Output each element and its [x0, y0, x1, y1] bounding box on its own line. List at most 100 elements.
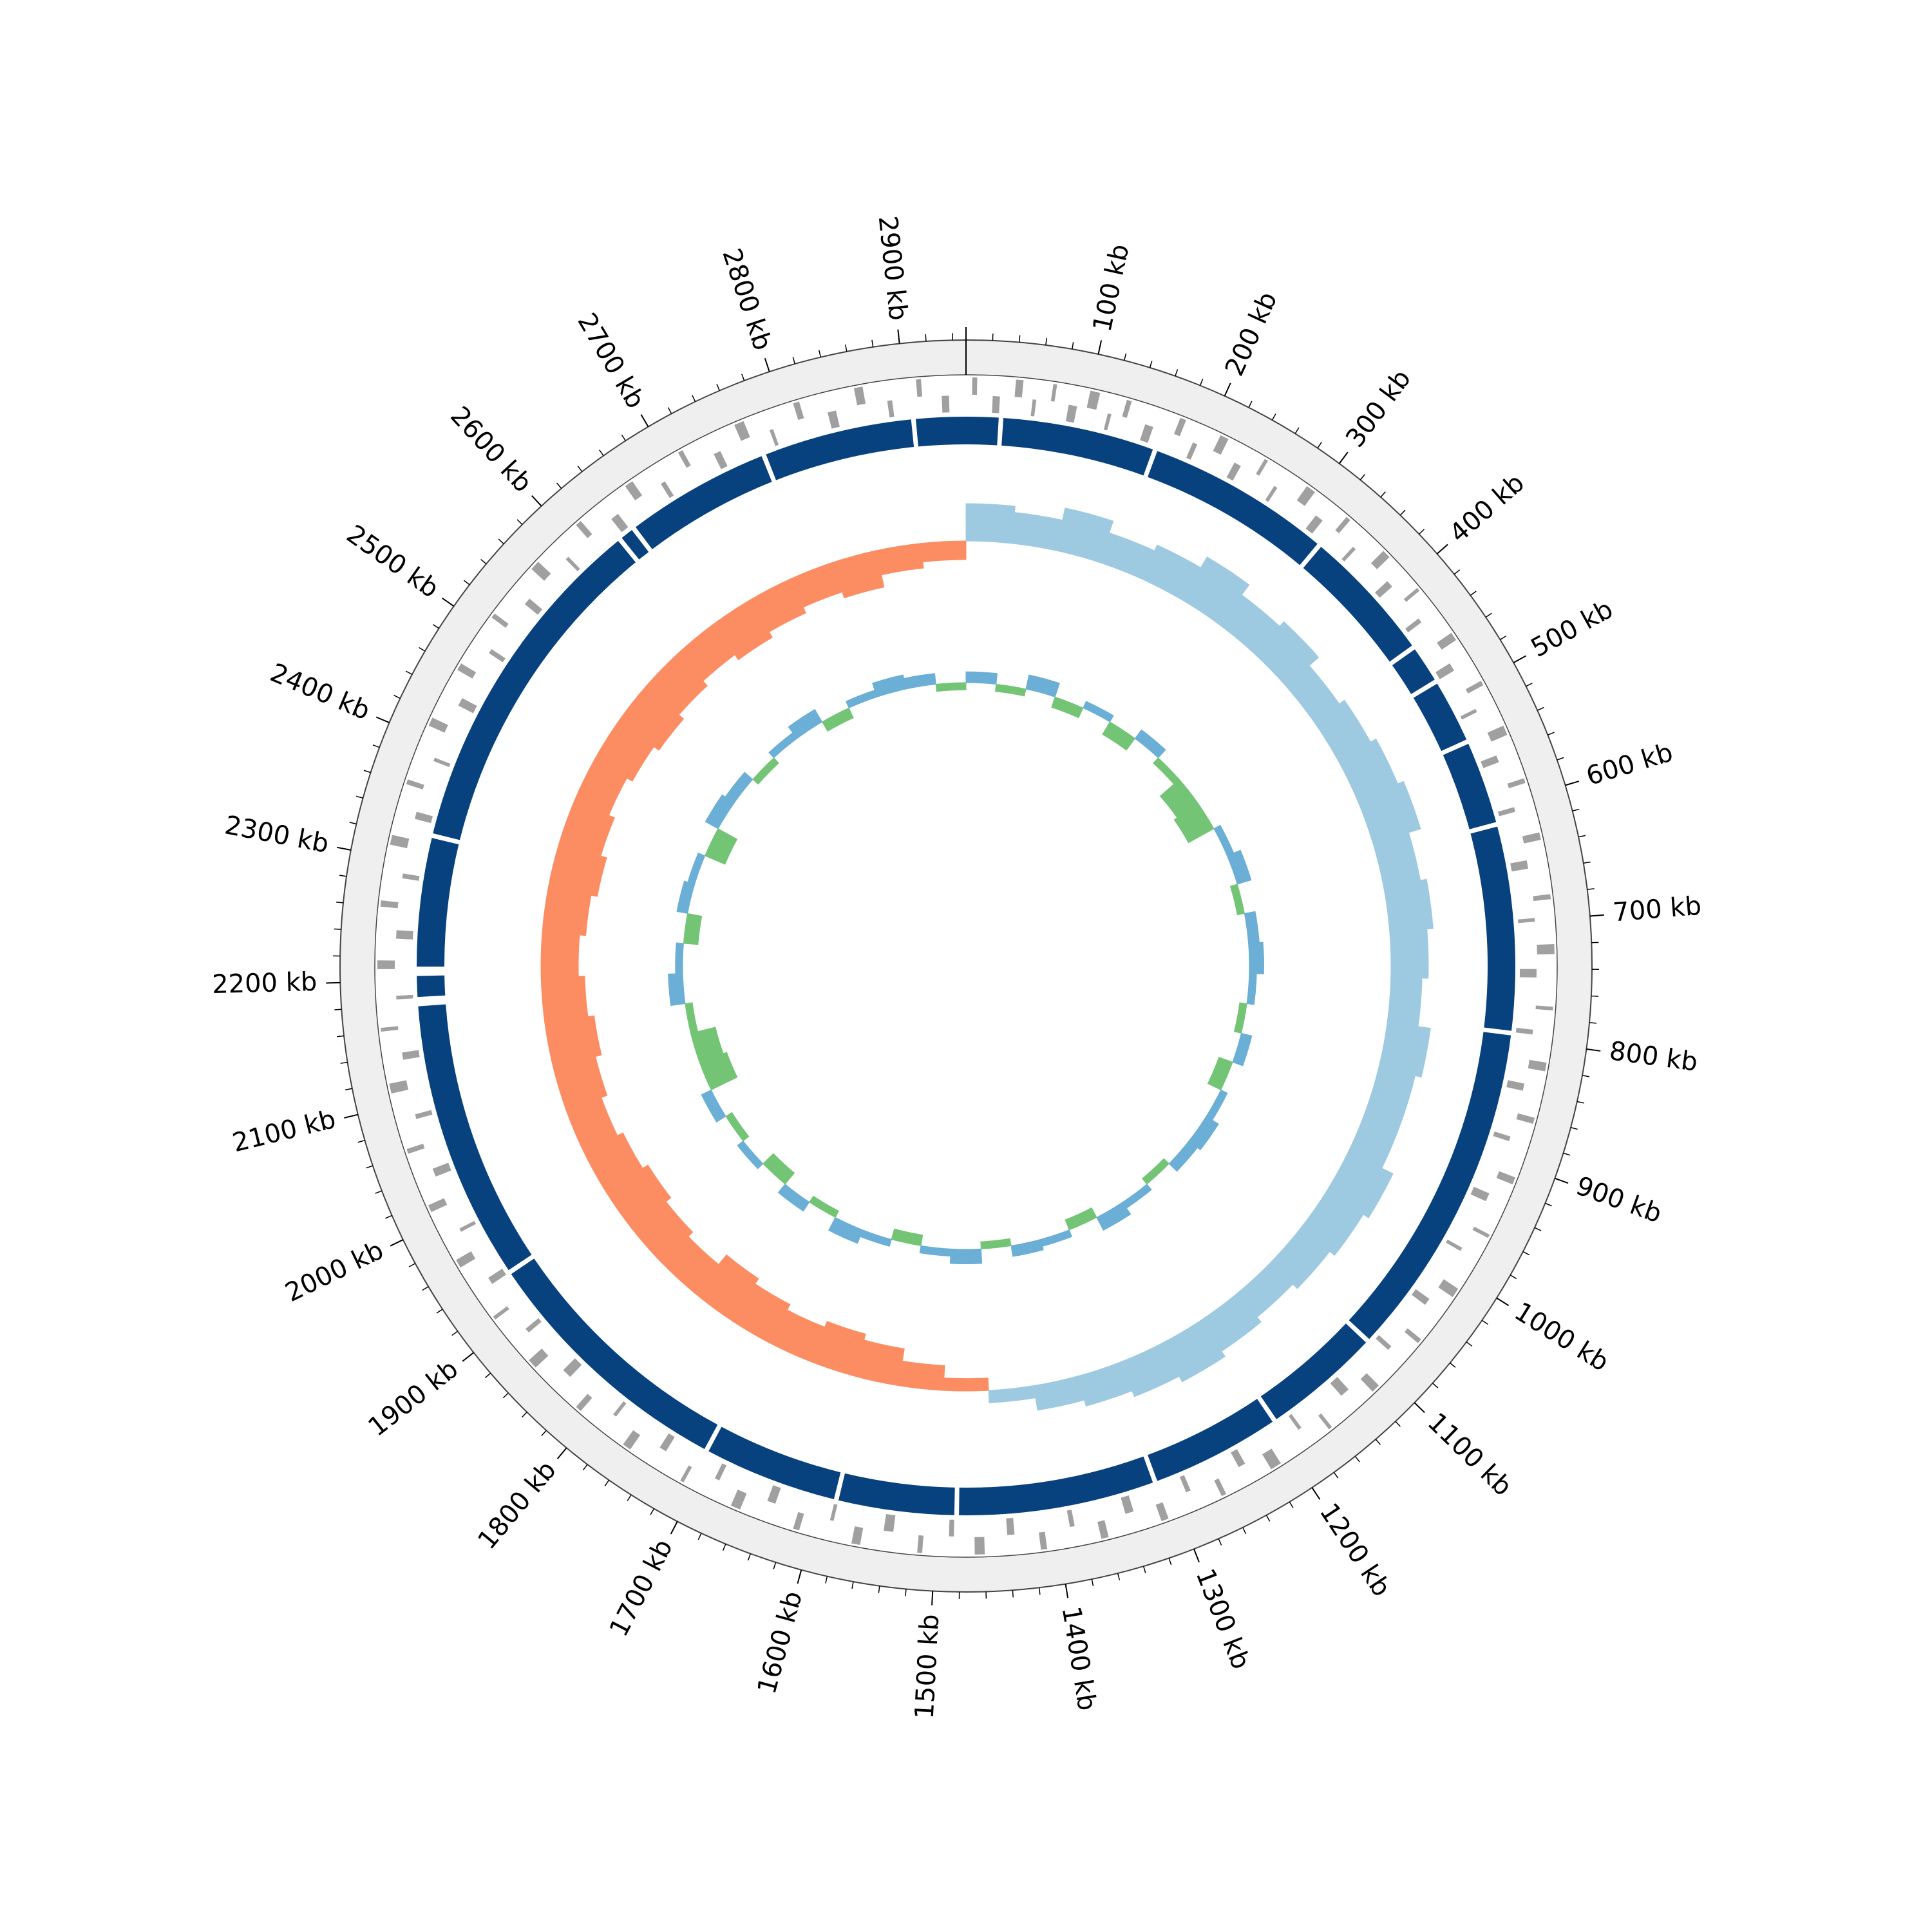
- gc-content-bin: [995, 683, 1027, 697]
- minor-tick: [1577, 1101, 1584, 1104]
- gc-skew-bin: [542, 887, 592, 936]
- major-tick: [556, 1447, 567, 1459]
- gc-skew-bin: [811, 1321, 866, 1377]
- gene: [529, 1348, 549, 1368]
- minor-tick: [1570, 1127, 1578, 1130]
- segment: [1260, 1323, 1367, 1419]
- minor-tick: [1450, 1362, 1456, 1368]
- gc-content-bin: [1010, 1238, 1044, 1257]
- minor-tick: [1072, 342, 1074, 350]
- minor-tick: [871, 339, 874, 347]
- major-tick: [1065, 1584, 1069, 1598]
- minor-tick: [463, 580, 470, 585]
- gc-skew-bin: [898, 1360, 945, 1391]
- segment: [635, 456, 772, 549]
- gc-skew-bin: [583, 1132, 643, 1192]
- gc-content-bin: [1207, 1056, 1233, 1091]
- minor-tick: [363, 770, 371, 773]
- major-tick: [375, 716, 390, 723]
- gene: [565, 556, 580, 572]
- gc-content-bin: [699, 1052, 738, 1091]
- minor-tick: [436, 1309, 443, 1314]
- major-tick: [1565, 781, 1579, 786]
- gene: [1481, 755, 1499, 768]
- minor-tick: [1359, 474, 1365, 480]
- minor-tick: [1578, 835, 1586, 838]
- major-tick: [1555, 1177, 1569, 1184]
- minor-tick: [577, 466, 583, 472]
- gc-skew-bin: [1387, 977, 1423, 1027]
- gene: [1533, 894, 1551, 902]
- segment: [766, 419, 914, 480]
- gene: [1140, 424, 1153, 443]
- tick-label: 2700 kb: [571, 308, 650, 413]
- gc-content-bin: [725, 1112, 750, 1142]
- minor-tick: [1124, 353, 1127, 361]
- gene: [456, 1251, 476, 1268]
- segment: [417, 838, 459, 967]
- minor-tick: [1481, 1320, 1488, 1325]
- gc-content-bin: [949, 1248, 983, 1264]
- gc-skew-bin: [558, 800, 615, 857]
- gc-skew-bin: [544, 1015, 602, 1068]
- gene: [1360, 1373, 1379, 1392]
- minor-tick: [422, 1286, 429, 1291]
- minor-tick: [541, 1430, 547, 1436]
- gene: [1296, 486, 1315, 506]
- minor-tick: [621, 434, 626, 441]
- minor-tick: [844, 344, 848, 352]
- minor-tick: [1175, 369, 1179, 377]
- segment: [1413, 683, 1467, 752]
- gene: [1155, 1502, 1169, 1522]
- gene: [406, 779, 424, 790]
- major-tick: [640, 414, 649, 428]
- minor-tick: [372, 744, 380, 748]
- major-tick: [390, 1239, 404, 1247]
- minor-tick: [451, 1331, 459, 1336]
- gene: [1496, 1171, 1516, 1185]
- minor-tick: [1294, 427, 1300, 434]
- minor-tick: [1375, 1439, 1381, 1445]
- minor-tick: [339, 875, 347, 877]
- minor-tick: [1454, 569, 1461, 575]
- segment: [838, 1473, 955, 1515]
- minor-tick: [692, 395, 696, 402]
- minor-tick: [1534, 1227, 1542, 1231]
- gc-skew-bin: [694, 1254, 759, 1321]
- gc-content-bin: [860, 1229, 892, 1247]
- gene: [406, 1143, 425, 1154]
- minor-tick: [604, 1479, 610, 1486]
- gc-skew-bin: [1033, 1376, 1085, 1411]
- gene: [1438, 1279, 1459, 1298]
- gene: [396, 930, 413, 940]
- major-tick: [1414, 1402, 1425, 1414]
- gene: [1030, 399, 1037, 417]
- minor-tick: [1271, 413, 1276, 421]
- gene: [1405, 618, 1422, 632]
- tick-label: 1000 kb: [1509, 1296, 1614, 1377]
- minor-tick: [1526, 683, 1533, 687]
- minor-tick: [502, 1392, 509, 1399]
- major-tick: [1496, 1297, 1510, 1307]
- gc-skew-bin: [547, 842, 607, 897]
- gc-content-bin: [1134, 729, 1166, 759]
- minor-tick: [1149, 361, 1153, 368]
- gc-content-bin: [1141, 1158, 1170, 1185]
- gc-content-bin: [845, 689, 878, 708]
- gene: [680, 1465, 692, 1482]
- major-tick: [1097, 340, 1103, 355]
- gene: [1435, 663, 1455, 679]
- gc-skew-bin: [540, 931, 580, 978]
- minor-tick: [1248, 401, 1253, 408]
- gene: [661, 481, 674, 498]
- gc-content-bin: [1232, 1032, 1253, 1066]
- gene: [613, 1401, 627, 1417]
- minor-tick: [1572, 808, 1580, 812]
- tick-label: 2100 kb: [229, 1104, 338, 1158]
- gc-skew-bin: [832, 550, 885, 599]
- minor-tick: [599, 450, 604, 457]
- minor-tick: [1419, 529, 1425, 535]
- segment: [1148, 451, 1318, 565]
- segment: [1303, 547, 1412, 662]
- major-tick: [344, 1113, 359, 1119]
